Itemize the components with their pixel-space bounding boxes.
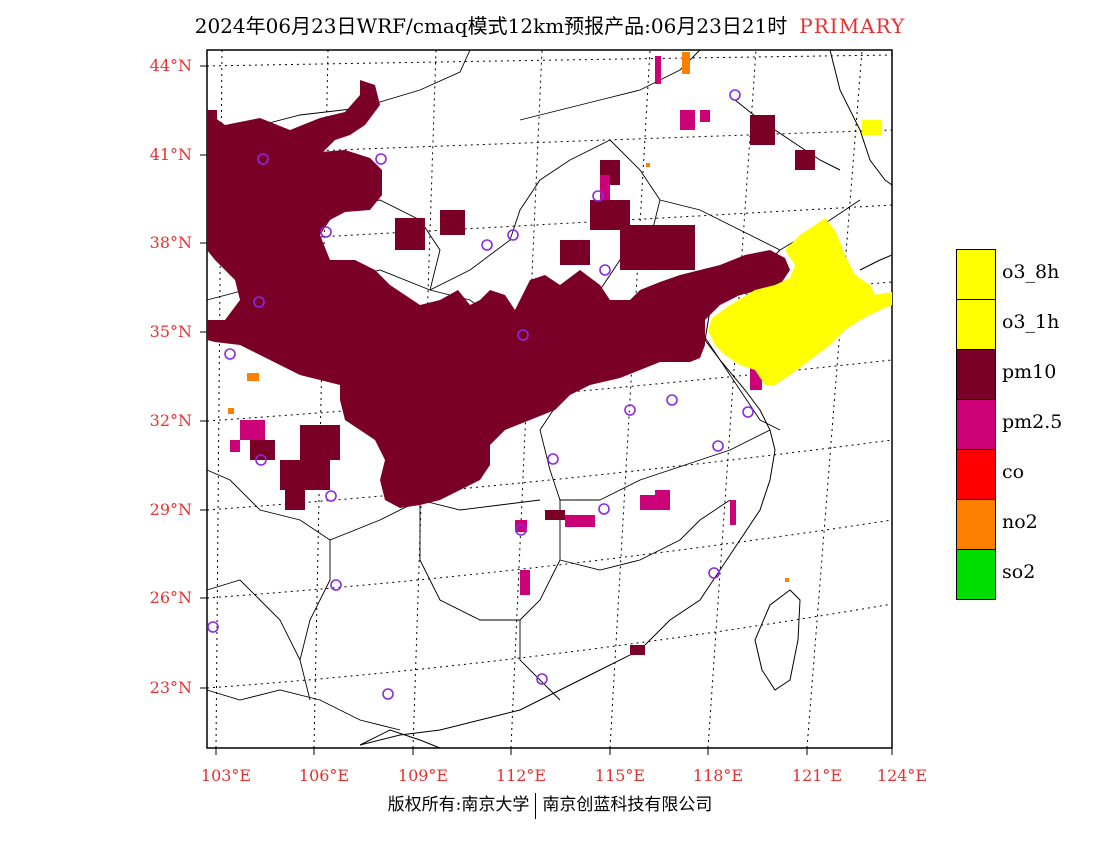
lon-label-121e: 121°E <box>791 766 843 785</box>
copyright-footer: 版权所有:南京大学 南京创蓝科技有限公司 <box>0 790 1100 819</box>
legend-label: no2 <box>1002 511 1038 533</box>
footer-separator <box>535 792 537 819</box>
lat-label-32n: 32°N <box>149 411 192 430</box>
o3-region <box>708 218 892 385</box>
axis-ticks <box>200 65 893 755</box>
legend-swatch <box>956 299 996 350</box>
taiwan-outline <box>754 589 801 691</box>
lat-label-44n: 44°N <box>149 56 192 75</box>
legend-swatch <box>956 549 996 600</box>
map-title: 2024年06月23日WRF/cmaq模式12km预报产品:06月23日21时 P… <box>0 10 1100 39</box>
pollutant-tag: PRIMARY <box>799 14 906 38</box>
lat-label-35n: 35°N <box>149 322 192 341</box>
hainan-outline <box>359 729 441 749</box>
lat-label-23n: 23°N <box>149 678 192 697</box>
legend-swatch <box>956 349 996 400</box>
lat-label-26n: 26°N <box>149 588 192 607</box>
lon-label-112e: 112°E <box>495 766 547 785</box>
legend-swatch <box>956 449 996 500</box>
monitoring-stations <box>207 89 754 700</box>
legend-swatch <box>956 499 996 550</box>
lat-label-29n: 29°N <box>149 500 192 519</box>
lon-label-103e: 103°E <box>200 766 252 785</box>
pm10-region <box>207 80 790 508</box>
lon-label-115e: 115°E <box>594 766 646 785</box>
copyright-right: 南京创蓝科技有限公司 <box>542 795 713 815</box>
legend-swatch <box>956 249 996 300</box>
legend-swatch <box>956 399 996 450</box>
pm10-patches <box>207 110 815 655</box>
legend-label: o3_1h <box>1002 311 1060 333</box>
legend-label: pm2.5 <box>1002 411 1063 433</box>
latitude-gridlines <box>206 54 893 689</box>
legend-label: co <box>1002 461 1025 483</box>
copyright-left: 版权所有:南京大学 <box>387 795 530 815</box>
lat-label-41n: 41°N <box>149 145 192 164</box>
pm25-patches <box>230 56 762 595</box>
o3-patch-north <box>862 120 882 135</box>
lat-label-38n: 38°N <box>149 233 192 252</box>
legend-label: so2 <box>1002 561 1036 583</box>
lon-label-106e: 106°E <box>298 766 350 785</box>
coastline <box>359 49 893 746</box>
legend-label: o3_8h <box>1002 261 1060 283</box>
lon-label-124e: 124°E <box>876 766 928 785</box>
map-frame <box>206 49 893 749</box>
legend-label: pm10 <box>1002 361 1057 383</box>
lon-label-118e: 118°E <box>692 766 744 785</box>
lon-label-109e: 109°E <box>397 766 449 785</box>
no2-patches <box>228 52 789 582</box>
map-title-text: 2024年06月23日WRF/cmaq模式12km预报产品:06月23日21时 <box>194 14 788 38</box>
